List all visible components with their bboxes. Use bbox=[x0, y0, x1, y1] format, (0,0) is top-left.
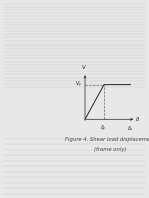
Text: (frame only): (frame only) bbox=[94, 147, 127, 151]
Text: $\delta_u$: $\delta_u$ bbox=[127, 124, 134, 133]
Text: $\delta_y$: $\delta_y$ bbox=[100, 124, 107, 134]
Text: $V_y$: $V_y$ bbox=[75, 80, 83, 90]
Text: $\delta$: $\delta$ bbox=[135, 115, 140, 123]
Text: $V$: $V$ bbox=[81, 63, 87, 71]
Text: Figure 4. Shear load displacement: Figure 4. Shear load displacement bbox=[65, 137, 149, 142]
